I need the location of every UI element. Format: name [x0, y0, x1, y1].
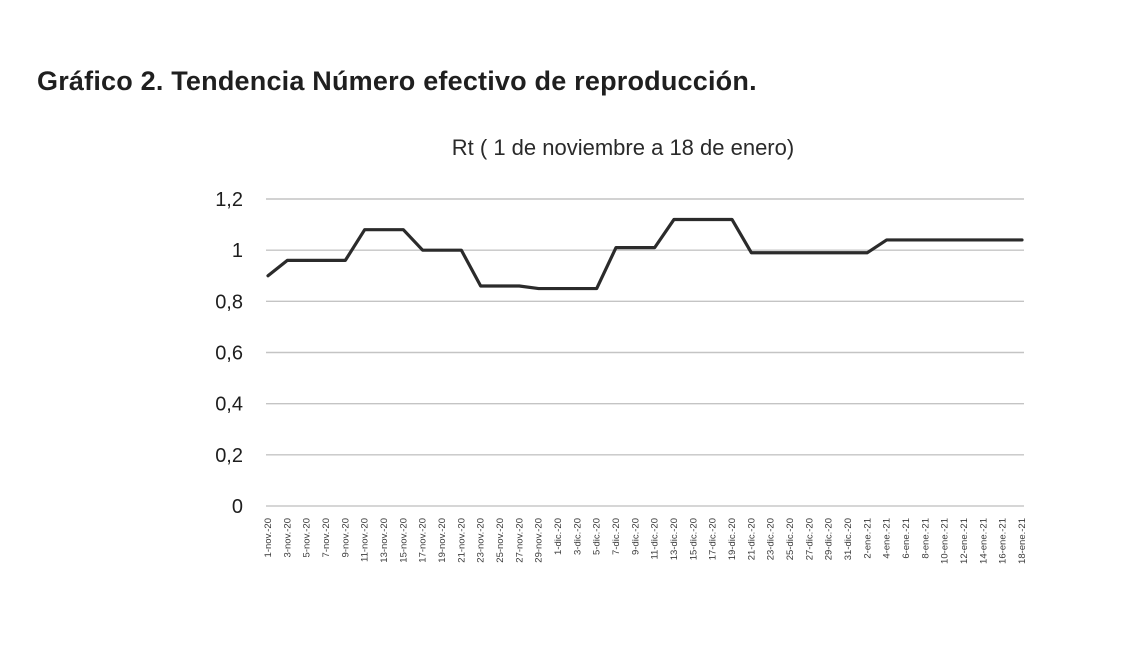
data-point — [827, 251, 830, 254]
data-point — [286, 259, 289, 262]
x-tick-label: 3-nov.-20 — [282, 518, 293, 557]
data-point — [595, 287, 598, 290]
data-point — [363, 228, 366, 231]
data-point — [943, 238, 946, 242]
data-point — [982, 238, 985, 242]
data-point — [866, 251, 869, 254]
x-tick-label: 3-dic.-20 — [572, 518, 583, 555]
x-tick-label: 10-ene.-21 — [940, 518, 951, 564]
x-tick-label: 25-nov.-20 — [495, 518, 506, 563]
x-tick-label: 7-dic.-20 — [611, 518, 622, 555]
series-line-rt — [266, 217, 1024, 291]
data-point — [808, 251, 811, 254]
x-tick-label: 19-dic.-20 — [727, 518, 738, 560]
x-tick-label: 7-nov.-20 — [321, 518, 332, 557]
data-point — [324, 259, 328, 262]
x-tick-label: 23-dic.-20 — [766, 518, 777, 560]
data-point — [402, 228, 405, 231]
x-tick-label: 11-nov.-20 — [360, 518, 371, 562]
data-point — [653, 246, 656, 249]
y-tick-label: 0,8 — [215, 291, 243, 313]
data-point — [479, 284, 482, 288]
x-tick-label: 8-ene.-21 — [920, 518, 931, 559]
y-tick-label: 0 — [232, 496, 243, 518]
x-tick-label: 5-nov.-20 — [302, 518, 313, 557]
x-tick-label: 1-dic.-20 — [553, 518, 564, 555]
x-tick-label: 18-ene.-21 — [1017, 518, 1028, 564]
data-point — [904, 238, 908, 242]
series-rt — [266, 217, 1024, 291]
x-tick-label: 17-dic.-20 — [708, 518, 719, 560]
x-tick-label: 2-ene.-21 — [862, 518, 873, 559]
x-tick-label: 21-dic.-20 — [746, 518, 757, 560]
data-point — [266, 274, 270, 277]
x-tick-label: 27-dic.-20 — [804, 518, 815, 560]
data-point — [614, 246, 618, 249]
data-point — [788, 251, 792, 254]
x-tick-label: 29-dic.-20 — [824, 518, 835, 560]
data-point — [421, 248, 424, 252]
data-point — [460, 248, 463, 252]
data-point — [537, 287, 540, 290]
x-tick-label: 15-dic.-20 — [688, 518, 699, 560]
x-tick-label: 1-nov.-20 — [263, 518, 274, 557]
x-tick-label: 27-nov.-20 — [514, 518, 525, 563]
chart-title: Rt ( 1 de noviembre a 18 de enero) — [452, 135, 794, 160]
x-tick-label: 13-nov.-20 — [379, 518, 390, 563]
y-tick-label: 0,4 — [215, 394, 243, 416]
data-point — [769, 251, 772, 254]
x-tick-label: 21-nov.-20 — [456, 518, 467, 563]
y-tick-label: 1,2 — [215, 189, 243, 211]
data-point — [344, 259, 347, 262]
data-point — [711, 218, 714, 221]
gridlines — [266, 198, 1024, 456]
x-tick-label: 31-dic.-20 — [843, 518, 854, 560]
data-point — [924, 238, 927, 242]
x-tick-label: 17-nov.-20 — [418, 518, 429, 563]
y-tick-label: 0,6 — [215, 343, 243, 365]
x-tick-label: 14-ene.-21 — [978, 518, 989, 564]
data-point — [634, 246, 637, 249]
y-tick-label: 0,2 — [215, 445, 243, 467]
x-tick-label: 9-nov.-20 — [340, 518, 351, 557]
x-tick-label: 5-dic.-20 — [592, 518, 603, 555]
x-axis-ticks: 1-nov.-20 3-nov.-20 5-nov.-20 7-nov.-20 9-no… — [263, 518, 1028, 564]
x-tick-label: 19-nov.-20 — [437, 518, 448, 563]
data-point — [498, 284, 502, 288]
data-point — [750, 251, 753, 254]
data-point — [556, 287, 560, 290]
data-point — [518, 284, 521, 288]
x-tick-label: 15-nov.-20 — [398, 518, 409, 563]
data-point — [846, 251, 850, 254]
data-point — [692, 218, 695, 221]
x-tick-label: 9-dic.-20 — [630, 518, 641, 555]
x-tick-label: 29-nov.-20 — [534, 518, 545, 563]
data-point — [440, 248, 444, 252]
data-point — [672, 218, 676, 221]
x-tick-label: 23-nov.-20 — [476, 518, 487, 563]
figure-heading: Gráfico 2. Tendencia Número efectivo de … — [37, 66, 757, 96]
data-point — [382, 228, 386, 231]
data-point — [1020, 238, 1024, 242]
data-point — [885, 238, 888, 242]
x-tick-label: 4-ene.-21 — [882, 518, 893, 559]
x-tick-label: 25-dic.-20 — [785, 518, 796, 560]
x-tick-label: 6-ene.-21 — [901, 518, 912, 559]
data-point — [962, 238, 966, 242]
y-axis-ticks: 0 0,2 0,4 0,6 0,8 1 1,2 — [215, 189, 243, 518]
x-tick-label: 16-ene.-21 — [998, 518, 1009, 564]
x-tick-label: 12-ene.-21 — [959, 518, 970, 564]
x-tick-label: 11-dic.-20 — [650, 518, 661, 560]
data-point — [576, 287, 579, 290]
x-tick-label: 13-dic.-20 — [669, 518, 680, 560]
data-point — [730, 218, 734, 221]
data-point — [1001, 238, 1004, 242]
y-tick-label: 1 — [232, 240, 243, 262]
data-point — [305, 259, 308, 262]
